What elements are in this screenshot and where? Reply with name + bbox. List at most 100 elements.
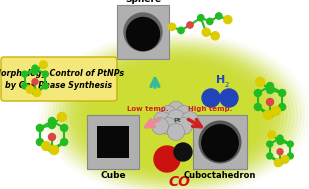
Ellipse shape	[119, 81, 231, 149]
Circle shape	[61, 139, 68, 146]
Ellipse shape	[81, 58, 269, 172]
Ellipse shape	[158, 104, 193, 126]
Ellipse shape	[77, 56, 273, 174]
Circle shape	[49, 122, 55, 129]
Circle shape	[277, 149, 283, 155]
Circle shape	[207, 18, 213, 25]
Ellipse shape	[126, 85, 224, 145]
Circle shape	[277, 135, 283, 141]
Circle shape	[42, 71, 48, 77]
Text: Morphology Control of PtNPs: Morphology Control of PtNPs	[0, 70, 125, 78]
Circle shape	[198, 15, 204, 21]
Ellipse shape	[98, 68, 252, 162]
Circle shape	[271, 106, 280, 115]
Circle shape	[254, 90, 261, 97]
Text: CO: CO	[168, 175, 190, 189]
Ellipse shape	[164, 109, 185, 121]
Circle shape	[202, 125, 238, 161]
Circle shape	[187, 22, 193, 28]
Circle shape	[124, 13, 162, 51]
Circle shape	[268, 131, 275, 139]
Ellipse shape	[87, 62, 263, 168]
Ellipse shape	[140, 94, 210, 136]
Circle shape	[281, 156, 289, 163]
Circle shape	[266, 83, 273, 90]
Circle shape	[154, 112, 171, 129]
Ellipse shape	[70, 51, 280, 179]
Ellipse shape	[101, 70, 248, 160]
Circle shape	[176, 118, 193, 135]
Circle shape	[167, 123, 184, 140]
Circle shape	[181, 112, 198, 129]
Text: High temp.: High temp.	[188, 106, 232, 112]
Circle shape	[49, 146, 56, 153]
Circle shape	[267, 141, 273, 147]
Ellipse shape	[53, 41, 298, 189]
Ellipse shape	[129, 87, 221, 143]
FancyBboxPatch shape	[1, 57, 117, 101]
FancyBboxPatch shape	[117, 5, 169, 59]
Circle shape	[159, 105, 176, 122]
Ellipse shape	[60, 45, 290, 185]
Text: H: H	[216, 75, 225, 85]
Circle shape	[267, 87, 274, 94]
Text: 2: 2	[225, 82, 229, 88]
Circle shape	[168, 23, 176, 30]
Ellipse shape	[105, 73, 245, 157]
Ellipse shape	[108, 75, 242, 155]
Ellipse shape	[112, 77, 238, 153]
Circle shape	[224, 15, 232, 24]
Circle shape	[178, 27, 184, 34]
Circle shape	[26, 86, 34, 93]
FancyBboxPatch shape	[87, 115, 139, 169]
Circle shape	[61, 125, 68, 132]
Circle shape	[254, 104, 261, 111]
Text: Sphere: Sphere	[125, 0, 161, 4]
Circle shape	[167, 109, 184, 126]
Circle shape	[32, 89, 38, 95]
Circle shape	[202, 89, 220, 107]
Ellipse shape	[49, 39, 301, 189]
Circle shape	[126, 18, 159, 50]
Circle shape	[154, 146, 180, 172]
Text: by Gas Phase Synthesis: by Gas Phase Synthesis	[6, 81, 112, 90]
Ellipse shape	[122, 83, 227, 147]
Ellipse shape	[91, 64, 259, 166]
Circle shape	[22, 83, 28, 89]
Circle shape	[49, 133, 56, 140]
Circle shape	[36, 139, 43, 146]
Ellipse shape	[143, 96, 206, 134]
Circle shape	[279, 90, 286, 97]
Ellipse shape	[95, 66, 256, 164]
Ellipse shape	[154, 102, 196, 128]
Circle shape	[42, 142, 51, 150]
Circle shape	[36, 125, 43, 132]
Circle shape	[199, 121, 241, 163]
Ellipse shape	[147, 98, 203, 132]
Circle shape	[57, 112, 66, 122]
Circle shape	[33, 89, 40, 97]
Circle shape	[32, 65, 38, 71]
Text: Cuboctahedron: Cuboctahedron	[184, 171, 256, 180]
Ellipse shape	[84, 60, 266, 170]
Ellipse shape	[66, 49, 283, 181]
Circle shape	[32, 69, 38, 74]
Circle shape	[216, 13, 222, 19]
Ellipse shape	[116, 79, 235, 151]
Circle shape	[256, 77, 265, 87]
Circle shape	[279, 104, 286, 111]
Circle shape	[22, 71, 28, 77]
Circle shape	[287, 141, 293, 147]
FancyBboxPatch shape	[97, 126, 129, 158]
Circle shape	[176, 105, 193, 122]
Ellipse shape	[137, 92, 214, 138]
Circle shape	[263, 111, 272, 119]
Circle shape	[32, 79, 38, 85]
Circle shape	[174, 143, 192, 161]
Circle shape	[202, 28, 210, 36]
Ellipse shape	[168, 111, 182, 119]
Circle shape	[42, 83, 48, 89]
Ellipse shape	[63, 47, 287, 183]
FancyBboxPatch shape	[193, 115, 247, 169]
Circle shape	[266, 111, 273, 118]
